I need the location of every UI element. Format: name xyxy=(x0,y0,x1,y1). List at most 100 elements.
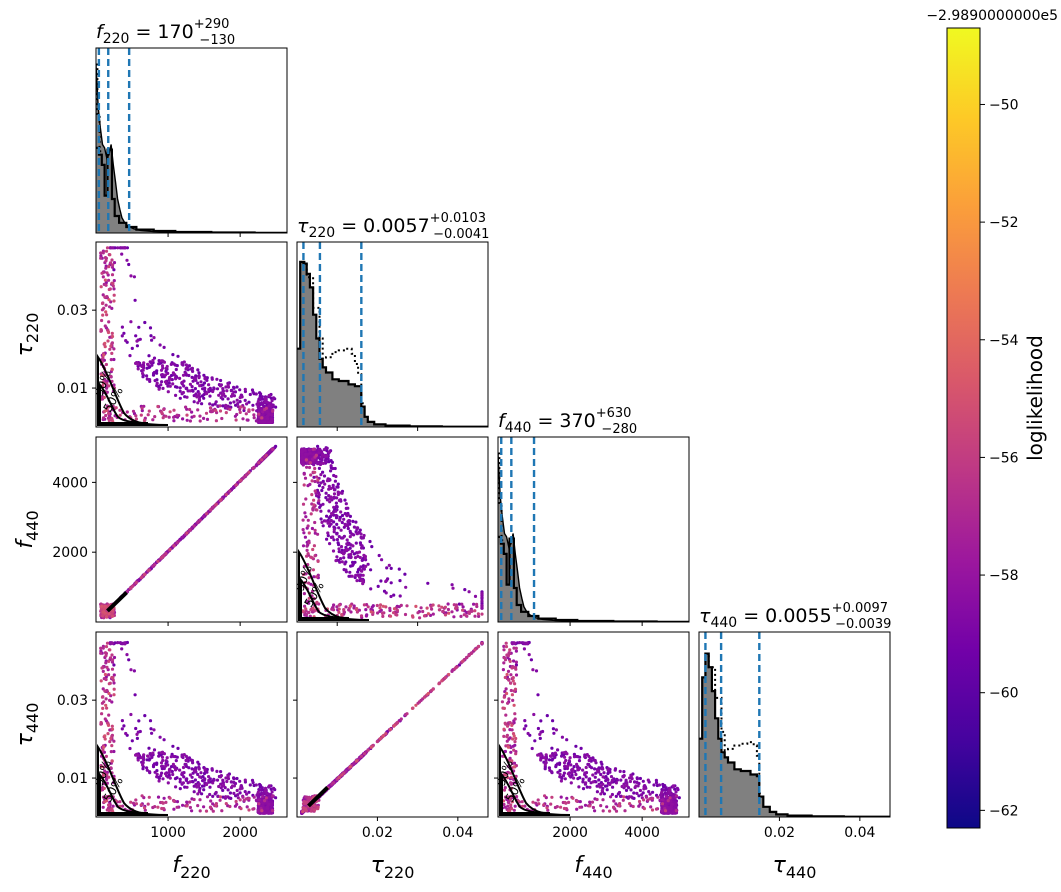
scatter-point xyxy=(370,610,373,613)
scatter-point xyxy=(143,321,146,324)
scatter-point xyxy=(111,725,114,728)
scatter-point xyxy=(224,795,227,798)
scatter-point xyxy=(451,583,454,586)
scatter-point xyxy=(140,756,143,759)
scatter-point xyxy=(212,506,215,509)
scatter-point xyxy=(163,346,166,349)
scatter-point xyxy=(251,808,254,811)
scatter-point xyxy=(101,302,104,305)
scatter-point xyxy=(219,775,222,778)
scatter-point xyxy=(304,497,307,500)
scatter-point xyxy=(105,645,108,648)
scatter-point xyxy=(305,458,308,461)
scatter-point xyxy=(235,483,238,486)
scatter-point xyxy=(156,382,159,385)
scatter-point xyxy=(307,519,310,522)
scatter-point xyxy=(185,414,188,417)
scatter-point xyxy=(151,752,154,755)
scatter-point xyxy=(174,377,177,380)
scatter-point xyxy=(184,763,187,766)
scatter-point xyxy=(459,615,462,618)
scatter-point xyxy=(308,452,311,455)
scatter-point xyxy=(338,491,341,494)
scatter-point xyxy=(120,647,123,650)
scatter-point xyxy=(185,363,188,366)
scatter-point xyxy=(339,510,342,513)
scatter-point xyxy=(104,654,107,657)
scatter-point xyxy=(127,263,130,266)
scatter-point xyxy=(161,756,164,759)
scatter-point xyxy=(320,489,323,492)
scatter-point xyxy=(195,395,198,398)
scatter-point xyxy=(345,548,348,551)
scatter-point xyxy=(235,418,238,421)
scatter-point xyxy=(253,416,256,419)
scatter-point xyxy=(129,713,132,716)
scatter-point xyxy=(157,796,160,799)
scatter-point xyxy=(111,332,114,335)
scatter-point xyxy=(316,479,319,482)
scatter-point xyxy=(186,419,189,422)
scatter-point xyxy=(272,787,275,790)
scatter-point xyxy=(199,380,202,383)
scatter-point xyxy=(178,769,181,772)
scatter-point xyxy=(430,608,433,611)
scatter-point xyxy=(105,666,108,669)
scatter-point xyxy=(245,412,248,415)
scatter-point xyxy=(315,508,318,511)
scatter-point xyxy=(170,363,173,366)
scatter-point xyxy=(230,389,233,392)
scatter-point xyxy=(150,339,153,342)
scatter-point xyxy=(245,473,248,476)
scatter-point xyxy=(340,529,343,532)
scatter-point xyxy=(209,806,212,809)
scatter-point xyxy=(377,585,380,588)
scatter-point xyxy=(100,328,103,331)
scatter-point xyxy=(238,780,241,783)
scatter-point xyxy=(349,530,352,533)
scatter-point xyxy=(203,377,206,380)
scatter-point xyxy=(208,786,211,789)
scatter-point xyxy=(105,304,108,307)
scatter-point xyxy=(441,610,444,613)
histogram-edge xyxy=(96,65,287,234)
scatter-point xyxy=(164,380,167,383)
scatter-point xyxy=(181,536,184,539)
scatter-point xyxy=(104,267,107,270)
scatter-point xyxy=(322,462,325,465)
scatter-point xyxy=(185,367,188,370)
scatter-point xyxy=(252,413,255,416)
scatter-point xyxy=(149,334,152,337)
scatter-point xyxy=(104,661,107,664)
scatter-point xyxy=(172,419,175,422)
scatter-point xyxy=(152,764,155,767)
scatter-point xyxy=(191,370,194,373)
scatter-point xyxy=(367,563,370,566)
scatter-point xyxy=(169,385,172,388)
scatter-point xyxy=(122,724,125,727)
scatter-point xyxy=(421,610,424,613)
scatter-point xyxy=(414,605,417,608)
scatter-point xyxy=(199,419,202,422)
scatter-point xyxy=(326,531,329,534)
scatter-point xyxy=(342,518,345,521)
scatter-point xyxy=(367,605,370,608)
scatter-point xyxy=(378,606,381,609)
scatter-point xyxy=(235,777,238,780)
scatter-point xyxy=(112,681,115,684)
scatter-point xyxy=(160,373,163,376)
scatter-point xyxy=(336,538,339,541)
scatter-point xyxy=(205,810,208,813)
scatter-point xyxy=(266,807,269,810)
scatter-point xyxy=(149,727,152,730)
scatter-point xyxy=(167,781,170,784)
scatter-point xyxy=(353,526,356,529)
scatter-point xyxy=(123,246,126,249)
scatter-point xyxy=(136,344,139,347)
scatter-point xyxy=(185,801,188,804)
scatter-point xyxy=(107,331,110,334)
scatter-point xyxy=(102,275,105,278)
scatter-point xyxy=(313,467,316,470)
scatter-point xyxy=(143,573,146,576)
